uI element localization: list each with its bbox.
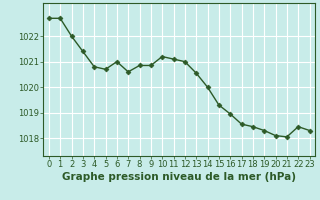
X-axis label: Graphe pression niveau de la mer (hPa): Graphe pression niveau de la mer (hPa) bbox=[62, 172, 296, 182]
